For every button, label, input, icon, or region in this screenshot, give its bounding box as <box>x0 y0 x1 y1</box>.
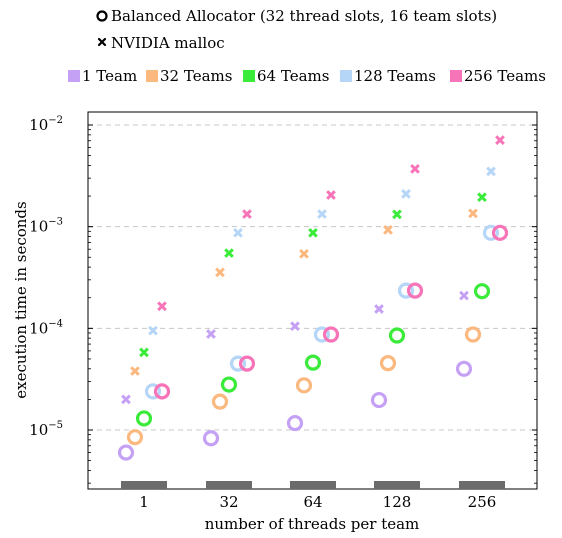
nvidia-malloc-point <box>299 249 309 259</box>
nvidia-malloc-point <box>157 301 167 312</box>
x-tick-label: 256 <box>468 493 497 511</box>
balanced-allocator-point <box>220 376 238 393</box>
plot-frame <box>87 111 538 490</box>
balanced-allocator-point <box>202 430 220 447</box>
nvidia-malloc-point <box>495 135 505 145</box>
grid-lines <box>88 124 537 431</box>
x-tick-label: 64 <box>303 493 322 511</box>
marker-legend: Balanced Allocator (32 thread slots, 16 … <box>96 7 497 52</box>
legend-item-64-teams: 64 Teams <box>243 67 329 85</box>
nvidia-malloc-point <box>130 366 140 376</box>
nvidia-malloc-point <box>121 394 131 405</box>
balanced-allocator-point <box>304 354 322 371</box>
x-category-bar <box>206 481 252 489</box>
balanced-allocator-point <box>117 444 135 461</box>
x-axis: 1 32 64 128 256 <box>121 481 505 511</box>
y-tick-label: 10−3 <box>29 217 63 236</box>
balanced-allocator-point <box>135 410 153 427</box>
x-category-bar <box>374 481 420 489</box>
legend-item-32-teams: 32 Teams <box>146 67 232 85</box>
nvidia-malloc-point <box>392 209 402 220</box>
x-tick-label: 32 <box>219 493 238 511</box>
legend-nvidia-malloc: NVIDIA malloc <box>97 34 225 52</box>
balanced-allocator-point <box>464 326 482 343</box>
x-tick-label: 128 <box>383 493 412 511</box>
nvidia-malloc-point <box>290 321 300 332</box>
nvidia-malloc-point <box>215 267 225 278</box>
balanced-allocator-point <box>397 282 415 299</box>
nvidia-malloc-point <box>374 304 384 314</box>
nvidia-malloc-point <box>383 225 393 235</box>
nvidia-malloc-point <box>148 325 158 336</box>
x-category-bar <box>121 481 167 489</box>
nvidia-malloc-point <box>139 347 149 358</box>
balanced-allocator-point <box>473 283 491 300</box>
legend-label: 32 Teams <box>160 67 232 85</box>
legend-swatch <box>146 70 158 82</box>
x-axis-title: number of threads per team <box>205 515 420 533</box>
legend-label: 128 Teams <box>354 67 436 85</box>
balanced-allocator-point <box>388 327 406 344</box>
balanced-allocator-point <box>126 429 144 446</box>
y-axis-title: execution time in seconds <box>12 201 30 398</box>
nvidia-malloc-point <box>410 164 420 174</box>
nvidia-malloc-point <box>233 227 243 238</box>
balanced-allocator-point <box>229 355 247 372</box>
legend-item-1-team: 1 Team <box>68 67 137 85</box>
nvidia-malloc-point <box>486 166 496 177</box>
balanced-allocator-point <box>238 355 256 372</box>
balanced-allocator-point <box>211 393 229 410</box>
balanced-allocator-point <box>313 326 331 343</box>
balanced-allocator-point <box>295 377 313 394</box>
legend-swatch <box>68 70 80 82</box>
balanced-allocator-point <box>379 355 397 372</box>
cross-marker-icon <box>97 37 107 47</box>
legend-label: 1 Team <box>82 67 137 85</box>
legend-nvidia-label: NVIDIA malloc <box>111 34 225 52</box>
x-category-bar <box>290 481 336 489</box>
nvidia-malloc-point <box>317 209 327 219</box>
balanced-allocator-point <box>370 391 388 409</box>
legend-balanced-label: Balanced Allocator (32 thread slots, 16 … <box>111 7 497 25</box>
nvidia-malloc-point <box>326 190 336 200</box>
legend-item-128-teams: 128 Teams <box>340 67 436 85</box>
legend-item-256-teams: 256 Teams <box>450 67 546 85</box>
legend-balanced-allocator: Balanced Allocator (32 thread slots, 16 … <box>96 7 497 25</box>
nvidia-malloc-point <box>242 209 252 219</box>
nvidia-malloc-point <box>206 329 216 339</box>
balanced-allocator-point <box>406 282 424 299</box>
y-tick-label: 10−2 <box>29 115 63 134</box>
balanced-allocator-point <box>482 224 500 241</box>
legend-label: 64 Teams <box>257 67 329 85</box>
nvidia-malloc-point <box>401 189 411 199</box>
nvidia-malloc-point <box>468 208 478 219</box>
y-tick-label: 10−5 <box>29 420 63 439</box>
legend-swatch <box>340 70 352 82</box>
balanced-allocator-point <box>286 414 304 432</box>
legend-swatch <box>450 70 462 82</box>
balanced-allocator-point <box>491 224 509 241</box>
nvidia-malloc-point <box>308 227 318 238</box>
circle-marker-icon <box>96 10 108 22</box>
nvidia-malloc-point <box>459 290 469 301</box>
balanced-allocator-point <box>144 383 162 400</box>
x-tick-label: 1 <box>139 493 149 511</box>
x-category-bar <box>459 481 505 489</box>
series-legend: 1 Team 32 Teams 64 Teams 128 Teams 256 Teams <box>68 67 546 85</box>
nvidia-malloc-point <box>224 248 234 258</box>
balanced-allocator-point <box>455 360 473 377</box>
y-tick-label: 10−4 <box>29 318 63 337</box>
legend-swatch <box>243 70 255 82</box>
data-marks <box>117 135 509 461</box>
balanced-allocator-point <box>322 326 340 343</box>
balanced-allocator-point <box>153 383 171 400</box>
legend-label: 256 Teams <box>464 67 546 85</box>
nvidia-malloc-point <box>477 192 487 203</box>
